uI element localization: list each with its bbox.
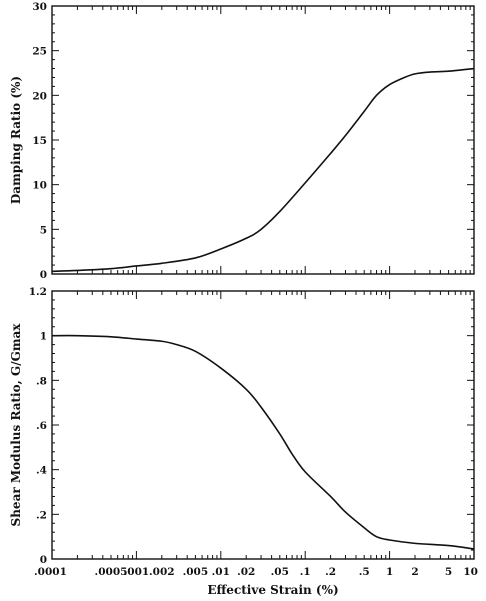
y-tick-label-20: 20 <box>32 90 47 102</box>
x-tick-label-0_05: .05 <box>271 566 289 578</box>
x-tick-label-0_2: .2 <box>325 566 336 578</box>
x-tick-label-0_0005: .0005 <box>95 566 128 578</box>
x-tick-label-0_02: .02 <box>237 566 255 578</box>
y-tick-label-0_4: .4 <box>36 465 47 477</box>
y-tick-label-1: 1 <box>40 331 47 343</box>
x-tick-label-0_0001: .0001 <box>34 566 67 578</box>
y-tick-label-0_6: .6 <box>36 420 47 432</box>
x-tick-label-0_005: .005 <box>183 566 209 578</box>
y-tick-label-15: 15 <box>32 135 47 147</box>
y-tick-label-1_2: 1.2 <box>29 286 47 298</box>
x-tick-label-0_1: .1 <box>300 566 311 578</box>
y-tick-label-0: 0 <box>40 269 47 281</box>
modulus-y-axis-label: Shear Modulus Ratio, G/Gmax <box>9 323 23 527</box>
y-tick-label-0_8: .8 <box>36 375 47 387</box>
y-tick-label-25: 25 <box>32 46 47 58</box>
x-tick-label-0_001: .001 <box>124 566 150 578</box>
y-tick-label-10: 10 <box>32 180 47 192</box>
x-tick-label-10: 10 <box>463 566 478 578</box>
modulus-x-tick-labels: .0001 .0005.001.002 .005.01 .02 .05 .1 .2 .5 1 2 5… <box>34 566 478 578</box>
y-tick-label-30: 30 <box>32 1 47 13</box>
damping-curve <box>51 67 475 273</box>
strain-x-axis-label: Effective Strain (%) <box>207 583 338 597</box>
x-tick-label-5: 5 <box>445 566 452 578</box>
damping-y-axis-label: Damping Ratio (%) <box>9 76 23 204</box>
x-tick-label-0_01: .01 <box>212 566 230 578</box>
damping-chart: 0 5 10 15 20 25 30 Damping Ratio (%) <box>9 1 475 281</box>
y-tick-label-5: 5 <box>40 224 47 236</box>
y-tick-label-0: 0 <box>40 554 47 566</box>
damping-y-tick-labels: 0 5 10 15 20 25 30 <box>32 1 47 281</box>
modulus-curve <box>51 334 475 550</box>
modulus-y-tick-labels: 0 .2 .4 .6 .8 1 1.2 <box>29 286 47 566</box>
damping-plot-frame <box>51 5 475 275</box>
x-tick-label-0_002: .002 <box>149 566 175 578</box>
modulus-chart: 0.2.4.6.811.2 .0001.0005.001.002.005.01.… <box>9 286 478 597</box>
modulus-plot-frame <box>51 290 475 560</box>
y-tick-label-0_2: .2 <box>36 509 47 521</box>
x-tick-label-1: 1 <box>386 566 393 578</box>
damping-ticks <box>51 5 475 275</box>
x-tick-label-2: 2 <box>411 566 418 578</box>
x-tick-label-0_5: .5 <box>359 566 370 578</box>
modulus-ticks <box>51 290 475 560</box>
